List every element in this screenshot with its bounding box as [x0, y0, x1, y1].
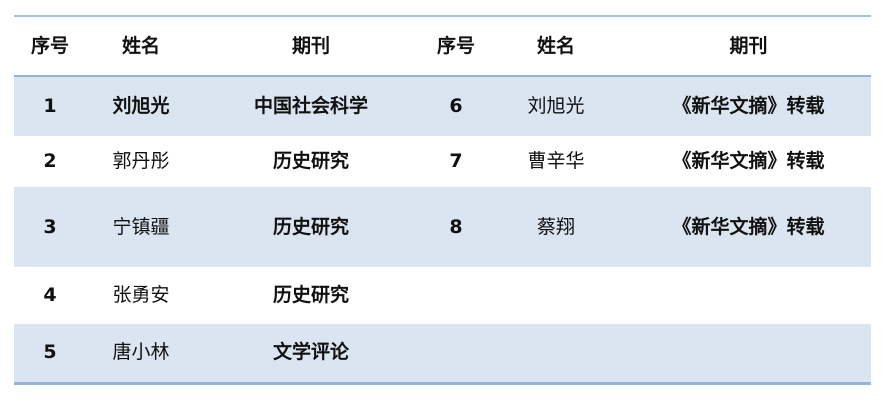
- cell-serial-right: 8: [449, 215, 463, 238]
- cell-name-left: 刘旭光: [112, 95, 170, 118]
- table-row: 2 郭丹彤 历史研究 7 曹辛华 《新华文摘》转载: [14, 136, 871, 187]
- column-header-name-right: 姓名: [486, 16, 626, 77]
- cell-serial-left: 5: [43, 341, 57, 364]
- cell-name-right: 曹辛华: [527, 150, 585, 173]
- table-row: 1 刘旭光 中国社会科学 6 刘旭光 《新华文摘》转载: [14, 76, 871, 136]
- column-header-serial-left: 序号: [14, 16, 86, 77]
- cell-journal-left: 文学评论: [272, 341, 349, 364]
- table-body: 1 刘旭光 中国社会科学 6 刘旭光 《新华文摘》转载 2 郭丹彤 历史研究 7…: [14, 76, 871, 383]
- cell-name-right: [486, 324, 626, 383]
- column-header-journal-left: 期刊: [196, 16, 426, 77]
- cell-serial-left: 1: [43, 95, 57, 118]
- cell-name-right: 刘旭光: [527, 95, 585, 118]
- cell-serial-left: 3: [43, 215, 57, 238]
- column-header-journal-right: 期刊: [626, 16, 871, 77]
- publications-table: 序号 姓名 期刊 序号 姓名 期刊 1 刘旭光 中国社会科学 6 刘旭光 《新华…: [14, 15, 871, 385]
- column-header-serial-right: 序号: [426, 16, 486, 77]
- cell-serial-left: 2: [43, 150, 57, 173]
- cell-journal-right: [626, 324, 871, 383]
- cell-journal-left: 历史研究: [272, 215, 349, 238]
- cell-name-left: 郭丹彤: [112, 150, 170, 173]
- cell-journal-right: 《新华文摘》转载: [672, 95, 825, 118]
- cell-journal-left: 中国社会科学: [253, 95, 368, 118]
- cell-serial-right: [426, 267, 486, 324]
- cell-name-left: 唐小林: [112, 341, 170, 364]
- cell-name-right: 蔡翔: [536, 215, 575, 238]
- cell-journal-right: 《新华文摘》转载: [672, 215, 825, 238]
- cell-serial-right: [426, 324, 486, 383]
- cell-serial-left: 4: [43, 284, 57, 307]
- table-row: 3 宁镇疆 历史研究 8 蔡翔 《新华文摘》转载: [14, 187, 871, 267]
- table-header: 序号 姓名 期刊 序号 姓名 期刊: [14, 16, 871, 77]
- cell-name-right: [486, 267, 626, 324]
- cell-name-left: 宁镇疆: [112, 215, 170, 238]
- cell-serial-right: 6: [449, 95, 463, 118]
- cell-journal-left: 历史研究: [272, 150, 349, 173]
- table-row: 5 唐小林 文学评论: [14, 324, 871, 383]
- header-row: 序号 姓名 期刊 序号 姓名 期刊: [14, 16, 871, 77]
- publications-table-container: 序号 姓名 期刊 序号 姓名 期刊 1 刘旭光 中国社会科学 6 刘旭光 《新华…: [14, 15, 871, 385]
- cell-journal-left: 历史研究: [272, 284, 349, 307]
- cell-name-left: 张勇安: [112, 284, 170, 307]
- cell-journal-right: 《新华文摘》转载: [672, 150, 825, 173]
- cell-serial-right: 7: [449, 150, 463, 173]
- table-row: 4 张勇安 历史研究: [14, 267, 871, 324]
- cell-journal-right: [626, 267, 871, 324]
- column-header-name-left: 姓名: [86, 16, 196, 77]
